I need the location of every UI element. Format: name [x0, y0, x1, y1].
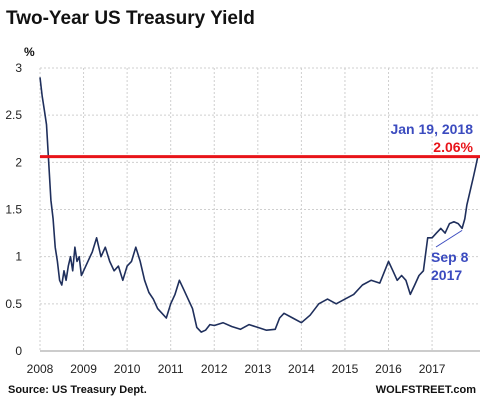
y-axis-unit: %: [24, 45, 35, 59]
annotation-bottom-date: Sep 8: [431, 249, 469, 265]
x-tick-label: 2013: [244, 362, 271, 376]
x-tick-label: 2014: [288, 362, 315, 376]
gridlines: [39, 67, 480, 352]
y-tick-label: 3: [15, 61, 22, 75]
y-tick-label: 1: [15, 250, 22, 264]
y-axis-ticks: 0 0.5 1 1.5 2 2.5 3: [5, 61, 22, 358]
annotation-bottom-year: 2017: [431, 267, 462, 283]
x-tick-label: 2009: [70, 362, 97, 376]
source-text: Source: US Treasury Dept.: [8, 384, 147, 396]
annotation-pointer: [435, 229, 463, 248]
y-tick-label: 0: [15, 344, 22, 358]
y-tick-label: 0.5: [5, 297, 22, 311]
chart-title: Two-Year US Treasury Yield: [6, 8, 255, 29]
x-tick-label: 2010: [114, 362, 141, 376]
series-group: [39, 77, 479, 333]
y-tick-label: 2.5: [5, 108, 22, 122]
annotation-top-date: Jan 19, 2018: [390, 121, 473, 137]
y-tick-label: 1.5: [5, 203, 22, 217]
x-tick-label: 2008: [27, 362, 54, 376]
x-tick-label: 2012: [201, 362, 228, 376]
yield-series-line: [39, 77, 479, 333]
y-tick-label: 2: [15, 155, 22, 169]
x-tick-label: 2011: [158, 362, 184, 376]
x-tick-label: 2015: [332, 362, 359, 376]
credit-text: WOLFSTREET.com: [376, 384, 476, 396]
x-tick-label: 2016: [375, 362, 402, 376]
x-tick-label: 2017: [419, 362, 446, 376]
annotation-top-value: 2.06%: [433, 139, 473, 155]
x-axis-ticks: 2008 2009 2010 2011 2012 2013 2014 2015 2016 2017: [27, 362, 446, 376]
